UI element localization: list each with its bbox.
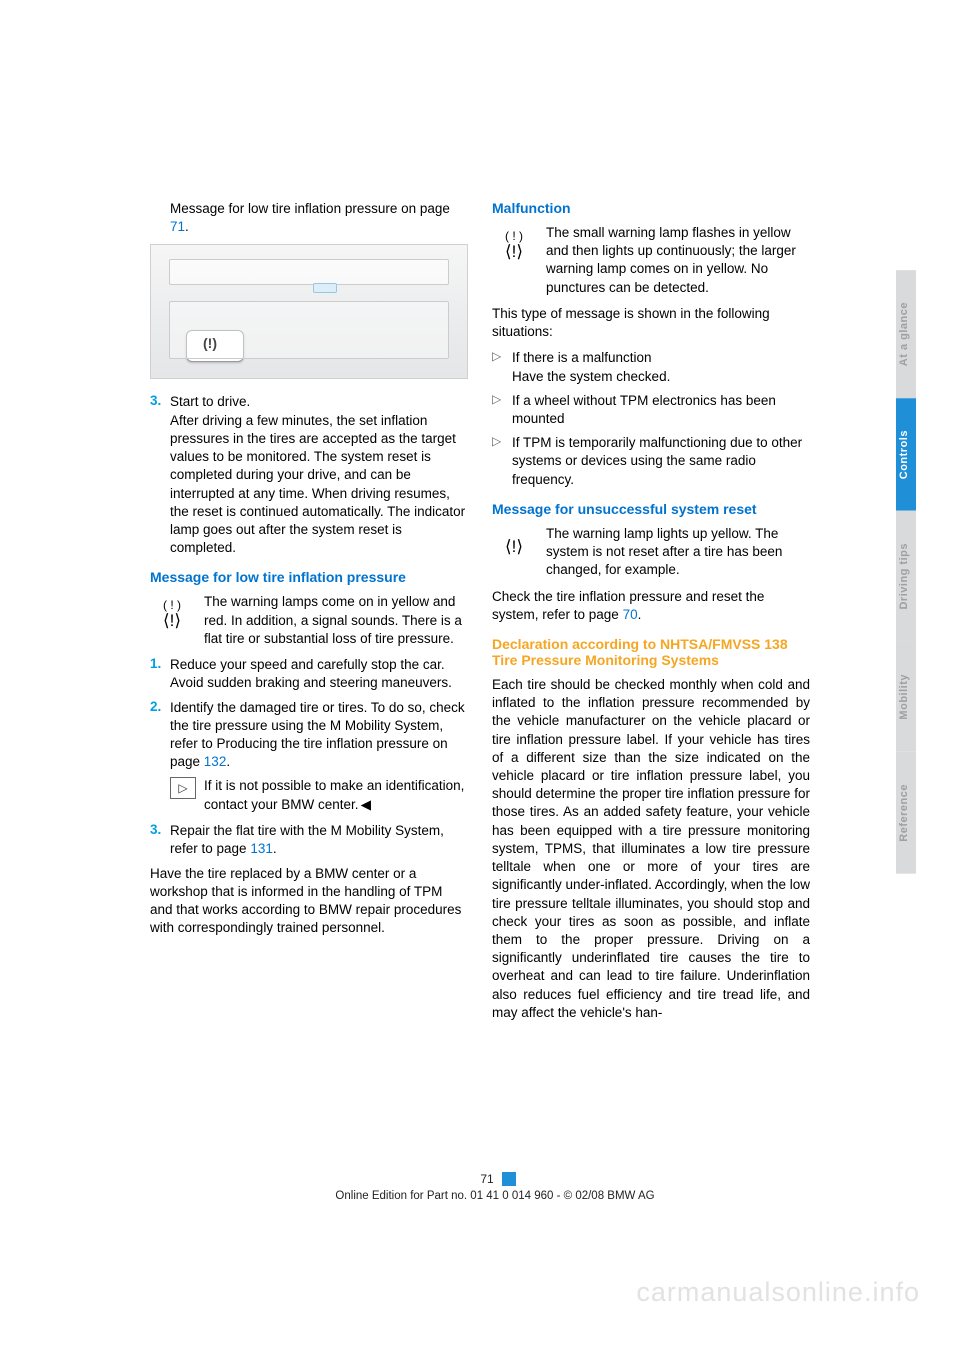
step-number: 3. xyxy=(150,393,170,557)
left-column: Message for low tire inflation pressure … xyxy=(150,200,468,1030)
dashboard-illustration xyxy=(150,244,468,379)
text: . xyxy=(185,219,189,234)
tab-at-a-glance[interactable]: At a glance xyxy=(896,270,916,398)
warning-lamp-icon: ( ! ) ⟨!⟩ xyxy=(150,593,194,635)
step-number: 2. xyxy=(150,699,170,772)
bullet-2: ▷ If a wheel without TPM electronics has… xyxy=(492,392,810,428)
bullet-icon: ▷ xyxy=(492,434,504,489)
step-3: 3. Start to drive. After driving a few m… xyxy=(150,393,468,557)
heading-reset: Message for unsuccessful system reset xyxy=(492,501,810,517)
text: Declaration according to NHTSA/FMVSS 138 xyxy=(492,636,788,652)
step-3b: 3. Repair the flat tire with the M Mobil… xyxy=(150,822,468,858)
text: Message for low tire inflation pressure … xyxy=(170,201,450,216)
bullet-body: If TPM is temporarily malfunctioning due… xyxy=(512,434,810,489)
text: . xyxy=(638,607,642,622)
bullet-body: If a wheel without TPM electronics has b… xyxy=(512,392,810,428)
step-title: Start to drive. xyxy=(170,394,250,409)
bullet-1: ▷ If there is a malfunction Have the sys… xyxy=(492,349,810,385)
page-ref-131[interactable]: 131 xyxy=(250,841,273,856)
footer: 71 Online Edition for Part no. 01 41 0 0… xyxy=(150,1170,840,1202)
step-number: 3. xyxy=(150,822,170,858)
paragraph: Check the tire inflation pressure and re… xyxy=(492,588,810,624)
page-content: Message for low tire inflation pressure … xyxy=(150,200,810,1030)
step-body: Identify the damaged tire or tires. To d… xyxy=(170,699,468,772)
heading-declaration: Declaration according to NHTSA/FMVSS 138… xyxy=(492,636,810,668)
page-ref-132[interactable]: 132 xyxy=(204,754,227,769)
step-2: 2. Identify the damaged tire or tires. T… xyxy=(150,699,468,772)
step-number: 1. xyxy=(150,656,170,692)
note-icon: ▷ xyxy=(170,777,196,799)
tab-reference[interactable]: Reference xyxy=(896,752,916,874)
step-1: 1. Reduce your speed and carefully stop … xyxy=(150,656,468,692)
paragraph: This type of message is shown in the fol… xyxy=(492,305,810,341)
tab-driving-tips[interactable]: Driving tips xyxy=(896,511,916,642)
warning-block: ( ! ) ⟨!⟩ The warning lamps come on in y… xyxy=(150,593,468,648)
watermark: carmanualsonline.info xyxy=(636,1277,920,1308)
declaration-paragraph: Each tire should be checked monthly when… xyxy=(492,676,810,1022)
page-number-row: 71 xyxy=(150,1170,840,1188)
heading-malfunction: Malfunction xyxy=(492,200,810,216)
closing-paragraph: Have the tire replaced by a BMW center o… xyxy=(150,865,468,938)
step-text: After driving a few minutes, the set inf… xyxy=(170,413,465,556)
page-marker-icon xyxy=(502,1172,516,1186)
text: Tire Pressure Monitoring Systems xyxy=(492,652,719,668)
reset-block: ⟨!⟩ The warning lamp lights up yellow. T… xyxy=(492,525,810,580)
text: Repair the flat tire with the M Mobility… xyxy=(170,823,444,856)
warning-lamp-icon: ⟨!⟩ xyxy=(492,525,536,567)
warning-text: The warning lamps come on in yellow and … xyxy=(204,593,468,648)
bullet-body: If there is a malfunction Have the syste… xyxy=(512,349,810,385)
intro-text: Message for low tire inflation pressure … xyxy=(150,200,468,236)
malfunction-block: ( ! ) ⟨!⟩ The small warning lamp flashes… xyxy=(492,224,810,297)
dash-slot-upper xyxy=(169,259,449,285)
page-number: 71 xyxy=(474,1172,499,1186)
text: Have the system checked. xyxy=(512,369,670,384)
page-ref-70[interactable]: 70 xyxy=(623,607,638,622)
footer-edition-line: Online Edition for Part no. 01 41 0 014 … xyxy=(150,1190,840,1202)
bullet-3: ▷ If TPM is temporarily malfunctioning d… xyxy=(492,434,810,489)
page-ref-71[interactable]: 71 xyxy=(170,219,185,234)
tab-controls[interactable]: Controls xyxy=(896,398,916,511)
warning-lamp-icon: ( ! ) ⟨!⟩ xyxy=(492,224,536,266)
malfunction-text: The small warning lamp flashes in yellow… xyxy=(546,224,810,297)
note-text: If it is not possible to make an identif… xyxy=(204,777,468,814)
text: If it is not possible to make an identif… xyxy=(204,778,464,811)
reset-text: The warning lamp lights up yellow. The s… xyxy=(546,525,810,580)
text: . xyxy=(226,754,230,769)
step-body: Repair the flat tire with the M Mobility… xyxy=(170,822,468,858)
right-column: Malfunction ( ! ) ⟨!⟩ The small warning … xyxy=(492,200,810,1030)
text: If there is a malfunction xyxy=(512,350,652,365)
side-tabs: At a glance Controls Driving tips Mobili… xyxy=(896,270,916,873)
note-block: ▷ If it is not possible to make an ident… xyxy=(150,777,468,814)
step-body: Start to drive. After driving a few minu… xyxy=(170,393,468,557)
end-mark-icon: ◀ xyxy=(361,796,371,814)
dash-slot-lower xyxy=(169,301,449,359)
step-body: Reduce your speed and carefully stop the… xyxy=(170,656,468,692)
heading-low-pressure: Message for low tire inflation pressure xyxy=(150,569,468,585)
dash-light xyxy=(313,283,337,293)
bullet-icon: ▷ xyxy=(492,392,504,428)
bullet-icon: ▷ xyxy=(492,349,504,385)
text: . xyxy=(273,841,277,856)
tab-mobility[interactable]: Mobility xyxy=(896,642,916,752)
